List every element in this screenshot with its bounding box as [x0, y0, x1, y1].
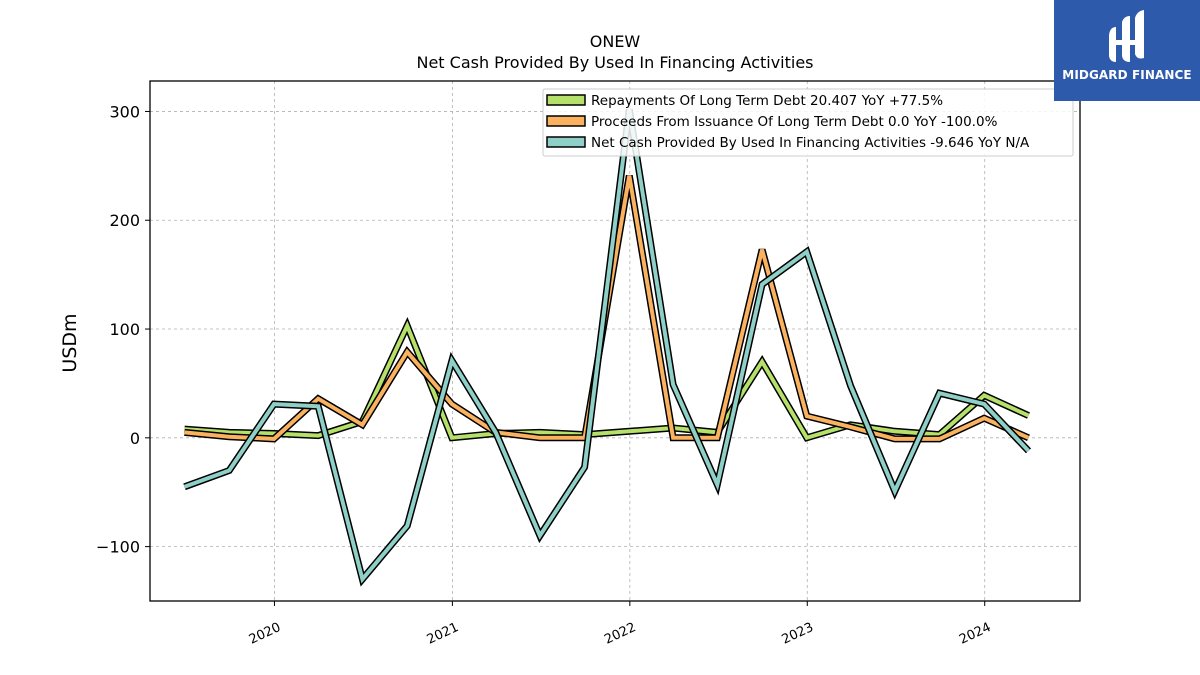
x-tick-label: 2024	[957, 620, 993, 648]
series-line-1	[184, 316, 1030, 442]
legend-label: Net Cash Provided By Used In Financing A…	[591, 135, 1030, 151]
x-axis-ticks: 2020 2021 2022 2023 2024	[247, 601, 993, 648]
chart-subtitle: Net Cash Provided By Used In Financing A…	[416, 53, 813, 72]
brand-logo: MIDGARD FINANCE	[1054, 0, 1200, 101]
y-axis-label: USDm	[59, 313, 81, 372]
y-tick-label: 300	[109, 102, 140, 121]
series-line-3	[183, 108, 1032, 587]
brand-mark-icon	[1109, 10, 1144, 62]
y-tick-label: −100	[96, 538, 140, 557]
grid	[150, 81, 1080, 601]
series-stroke	[183, 108, 1030, 584]
brand-logo-text: MIDGARD FINANCE	[1062, 68, 1192, 82]
x-tick-label: 2023	[780, 620, 816, 648]
legend-label: Repayments Of Long Term Debt 20.407 YoY …	[591, 93, 943, 109]
plot-area-frame	[149, 80, 1081, 602]
y-tick-label: 0	[130, 429, 140, 448]
series-lines	[183, 108, 1032, 587]
series-outline	[184, 316, 1030, 442]
x-tick-label: 2022	[602, 620, 638, 648]
y-tick-label: 100	[109, 320, 140, 339]
x-tick-label: 2021	[425, 620, 461, 648]
legend-label: Proceeds From Issuance Of Long Term Debt…	[591, 114, 998, 130]
legend-box	[542, 88, 1074, 157]
legend-swatch	[546, 136, 586, 148]
legend-swatch	[546, 94, 586, 106]
chart-title: ONEW	[590, 32, 641, 51]
series-outline	[183, 108, 1032, 587]
legend: Repayments Of Long Term Debt 20.407 YoY …	[542, 88, 1074, 157]
y-axis-ticks: 300 200 100 0 −100	[96, 102, 150, 557]
legend-swatch	[546, 115, 586, 127]
series-stroke	[184, 320, 1030, 441]
x-tick-label: 2020	[247, 620, 283, 648]
y-tick-label: 200	[109, 211, 140, 230]
